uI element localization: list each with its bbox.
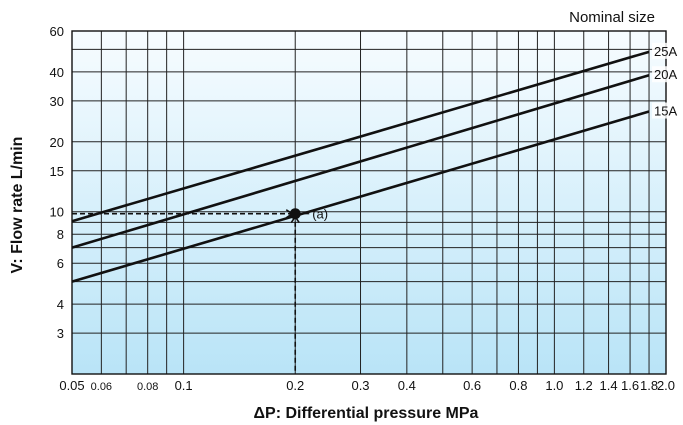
x-tick-label: 0.1 <box>175 378 193 393</box>
y-tick-label: 4 <box>57 297 64 312</box>
x-tick-label: 1.2 <box>575 378 593 393</box>
x-tick-label: 0.2 <box>286 378 304 393</box>
x-tick-label: 0.6 <box>463 378 481 393</box>
series-label-15a: 15A <box>654 104 677 119</box>
series-line-25a <box>71 50 650 223</box>
annotations: (a) <box>72 207 328 374</box>
grid <box>71 30 667 375</box>
y-tick-label: 30 <box>50 94 64 109</box>
y-tick-label: 3 <box>57 326 64 341</box>
x-tick-label: 0.05 <box>59 378 84 393</box>
x-tick-label: 0.06 <box>91 381 112 393</box>
x-tick-label: 1.6 <box>621 378 639 393</box>
series-label-25a: 25A <box>654 44 677 59</box>
series-lines: 25A 20A 15A <box>71 42 683 283</box>
x-tick-label: 1.4 <box>600 378 618 393</box>
series-line-15a <box>71 110 650 283</box>
x-tick-label: 2.0 <box>657 378 675 393</box>
legend-title: Nominal size <box>569 9 655 26</box>
y-tick-label: 15 <box>50 164 64 179</box>
x-tick-label: 0.4 <box>398 378 416 393</box>
y-tick-label: 40 <box>50 65 64 80</box>
tick-labels: 0.05 0.06 0.08 0.1 0.2 0.3 0.4 0.6 0.8 1.0 1.2 1.4 1… <box>50 24 676 393</box>
y-tick-label: 10 <box>50 205 64 220</box>
x-tick-label: 0.3 <box>351 378 369 393</box>
series-label-bg <box>652 66 683 83</box>
series-label-20a: 20A <box>654 67 677 82</box>
plot-background <box>72 31 666 374</box>
operating-point-marker <box>289 208 301 220</box>
series-label-bg <box>652 42 683 59</box>
x-tick-label: 1.8 <box>640 378 658 393</box>
annotation-label: (a) <box>312 207 328 222</box>
y-tick-label: 20 <box>50 135 64 150</box>
y-tick-label: 8 <box>57 227 64 242</box>
series-line-20a <box>71 73 650 249</box>
x-tick-label: 0.08 <box>137 381 158 393</box>
plot-frame <box>71 30 667 375</box>
y-axis-title: V: Flow rate L/min <box>9 137 26 274</box>
series-label-bg <box>652 102 683 119</box>
y-tick-label: 60 <box>50 24 64 39</box>
x-tick-label: 1.0 <box>545 378 563 393</box>
x-tick-label: 0.8 <box>509 378 527 393</box>
y-tick-label: 6 <box>57 256 64 271</box>
x-axis-title: ΔP: Differential pressure MPa <box>254 405 479 422</box>
